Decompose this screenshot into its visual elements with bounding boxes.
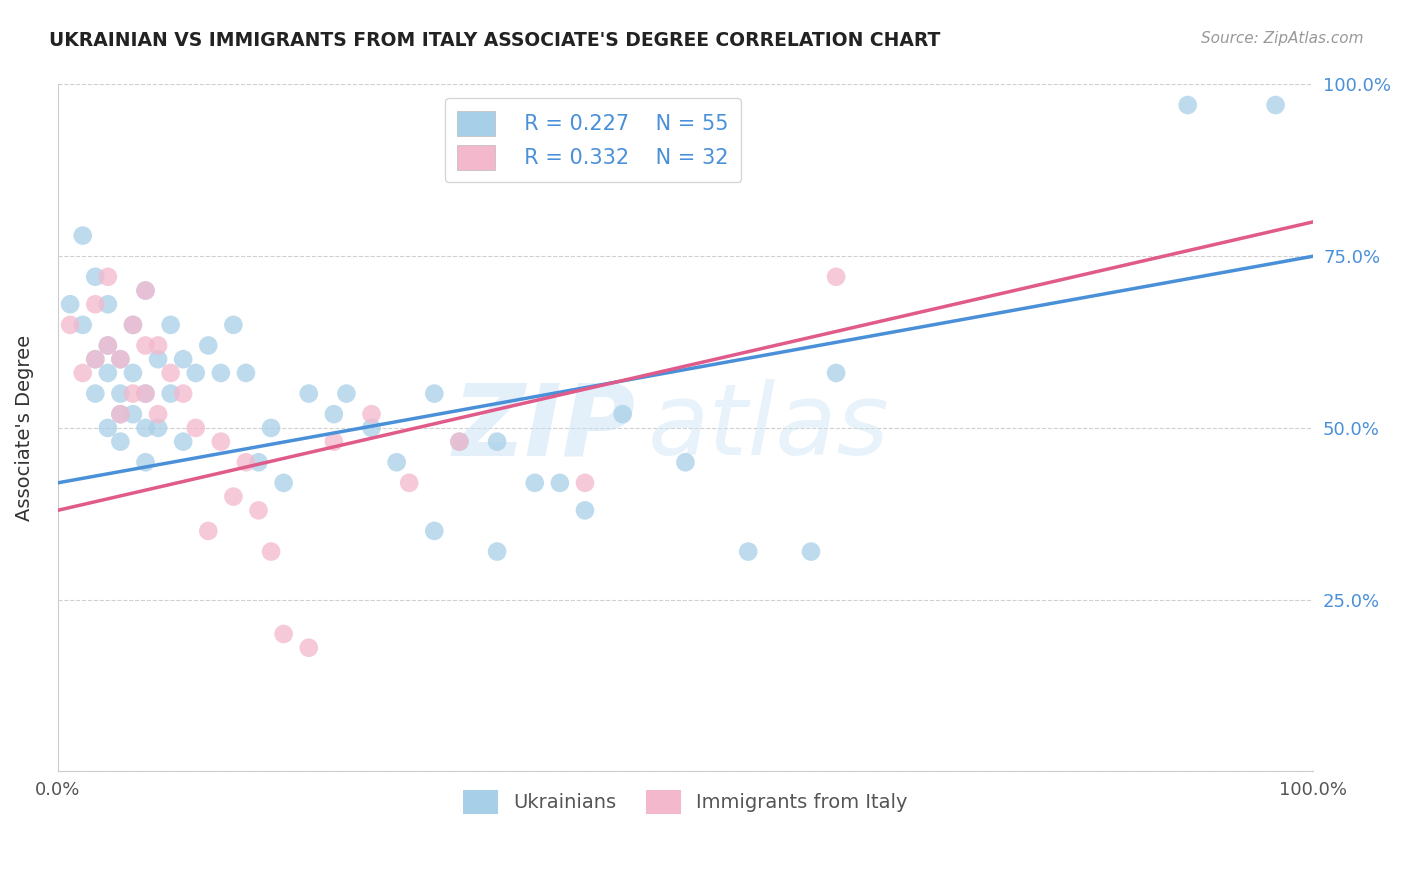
Point — [72, 366, 94, 380]
Point — [360, 407, 382, 421]
Point — [222, 490, 245, 504]
Point — [146, 421, 169, 435]
Point — [84, 297, 107, 311]
Point — [122, 407, 145, 421]
Point — [97, 338, 120, 352]
Point — [159, 366, 181, 380]
Point — [260, 421, 283, 435]
Point — [84, 352, 107, 367]
Y-axis label: Associate's Degree: Associate's Degree — [15, 334, 34, 521]
Point — [209, 366, 232, 380]
Point — [298, 386, 321, 401]
Point — [110, 352, 132, 367]
Point — [172, 434, 194, 449]
Point — [825, 269, 848, 284]
Point — [449, 434, 471, 449]
Point — [825, 366, 848, 380]
Legend: Ukrainians, Immigrants from Italy: Ukrainians, Immigrants from Italy — [453, 780, 918, 823]
Point — [134, 455, 156, 469]
Point — [273, 627, 295, 641]
Point — [97, 297, 120, 311]
Point — [574, 503, 596, 517]
Point — [260, 544, 283, 558]
Point — [675, 455, 697, 469]
Point — [385, 455, 408, 469]
Text: Source: ZipAtlas.com: Source: ZipAtlas.com — [1201, 31, 1364, 46]
Point — [235, 366, 257, 380]
Point — [122, 366, 145, 380]
Point — [197, 524, 219, 538]
Point — [322, 407, 344, 421]
Point — [72, 318, 94, 332]
Point — [184, 421, 207, 435]
Point — [398, 475, 420, 490]
Point — [122, 318, 145, 332]
Point — [134, 338, 156, 352]
Point — [612, 407, 634, 421]
Point — [222, 318, 245, 332]
Point — [134, 284, 156, 298]
Point — [197, 338, 219, 352]
Point — [110, 434, 132, 449]
Point — [110, 407, 132, 421]
Point — [172, 352, 194, 367]
Point — [84, 386, 107, 401]
Point — [84, 352, 107, 367]
Point — [110, 386, 132, 401]
Text: ZIP: ZIP — [453, 379, 636, 476]
Point — [247, 503, 270, 517]
Point — [449, 434, 471, 449]
Point — [172, 386, 194, 401]
Point — [737, 544, 759, 558]
Point — [574, 475, 596, 490]
Point — [122, 318, 145, 332]
Point — [335, 386, 357, 401]
Point — [159, 318, 181, 332]
Text: atlas: atlas — [648, 379, 890, 476]
Point — [360, 421, 382, 435]
Point — [97, 338, 120, 352]
Point — [273, 475, 295, 490]
Point — [247, 455, 270, 469]
Point — [134, 421, 156, 435]
Point — [97, 421, 120, 435]
Point — [423, 524, 446, 538]
Point — [146, 352, 169, 367]
Point — [184, 366, 207, 380]
Point — [486, 434, 509, 449]
Point — [72, 228, 94, 243]
Point — [134, 284, 156, 298]
Point — [486, 544, 509, 558]
Point — [97, 269, 120, 284]
Point — [298, 640, 321, 655]
Point — [423, 386, 446, 401]
Point — [134, 386, 156, 401]
Point — [97, 366, 120, 380]
Point — [122, 386, 145, 401]
Text: UKRAINIAN VS IMMIGRANTS FROM ITALY ASSOCIATE'S DEGREE CORRELATION CHART: UKRAINIAN VS IMMIGRANTS FROM ITALY ASSOC… — [49, 31, 941, 50]
Point — [110, 352, 132, 367]
Point — [209, 434, 232, 449]
Point — [59, 297, 82, 311]
Point — [235, 455, 257, 469]
Point — [523, 475, 546, 490]
Point — [1264, 98, 1286, 112]
Point — [134, 386, 156, 401]
Point — [59, 318, 82, 332]
Point — [159, 386, 181, 401]
Point — [1177, 98, 1199, 112]
Point — [110, 407, 132, 421]
Point — [322, 434, 344, 449]
Point — [800, 544, 823, 558]
Point — [84, 269, 107, 284]
Point — [548, 475, 571, 490]
Point — [146, 338, 169, 352]
Point — [146, 407, 169, 421]
